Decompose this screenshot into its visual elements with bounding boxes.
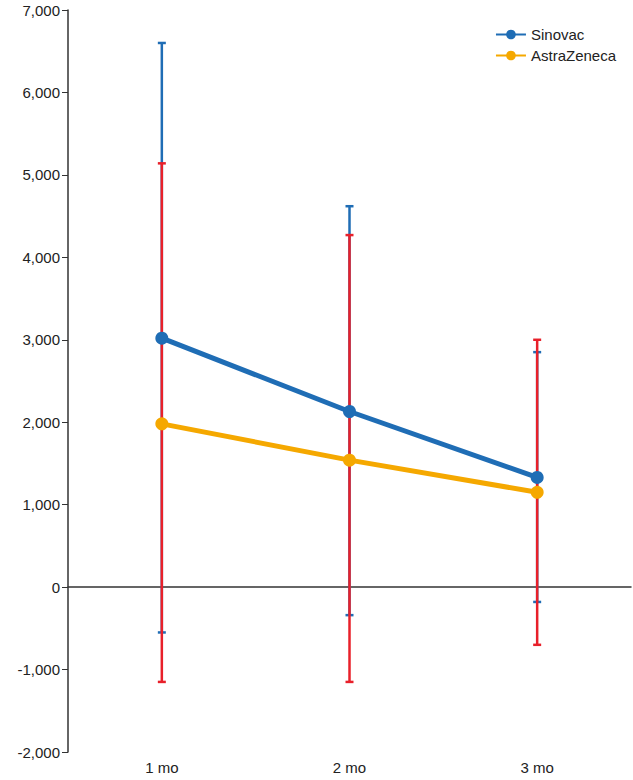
svg-text:-1,000: -1,000 bbox=[17, 661, 60, 678]
svg-text:6,000: 6,000 bbox=[22, 84, 60, 101]
svg-text:2,000: 2,000 bbox=[22, 414, 60, 431]
svg-text:5,000: 5,000 bbox=[22, 166, 60, 183]
svg-text:Sinovac: Sinovac bbox=[531, 26, 585, 43]
svg-text:3,000: 3,000 bbox=[22, 331, 60, 348]
svg-text:0: 0 bbox=[52, 579, 60, 596]
svg-text:1,000: 1,000 bbox=[22, 496, 60, 513]
svg-text:7,000: 7,000 bbox=[22, 2, 60, 19]
svg-text:-2,000: -2,000 bbox=[17, 744, 60, 761]
svg-text:1 mo: 1 mo bbox=[145, 759, 178, 776]
svg-text:4,000: 4,000 bbox=[22, 249, 60, 266]
svg-text:2 mo: 2 mo bbox=[333, 759, 366, 776]
svg-text:3 mo: 3 mo bbox=[520, 759, 553, 776]
svg-text:AstraZeneca: AstraZeneca bbox=[531, 47, 617, 64]
